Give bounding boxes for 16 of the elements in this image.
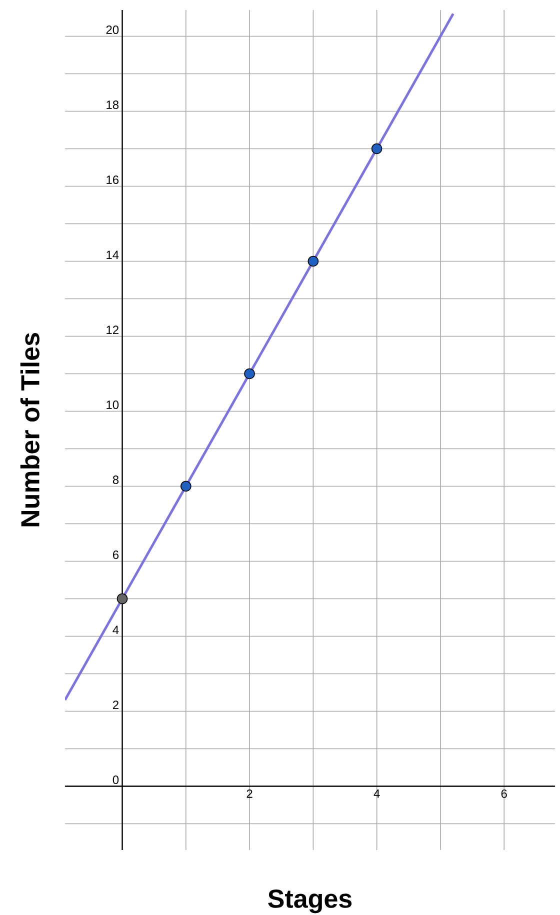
y-tick-label: 12 [106, 326, 118, 334]
y-tick-label: 10 [106, 400, 119, 410]
x-tick-label: 4 [374, 789, 380, 798]
x-axis-title: Stages [268, 890, 352, 914]
y-tick-label: 0 [112, 776, 119, 784]
x-tick-label: 2 [246, 789, 252, 798]
y-tick-label: 2 [112, 700, 118, 710]
y-tick-label: 20 [106, 26, 119, 34]
y-tick-label: 16 [106, 176, 119, 184]
y-tick-label: 18 [106, 100, 119, 110]
y-tick-label: 8 [112, 476, 119, 484]
y-tick-label: 6 [113, 550, 119, 560]
x-tick-label: 6 [501, 789, 507, 798]
y-axis-title: Number of Tiles [20, 333, 40, 526]
y-tick-label: 14 [106, 250, 119, 260]
y-tick-label: 4 [112, 626, 119, 634]
